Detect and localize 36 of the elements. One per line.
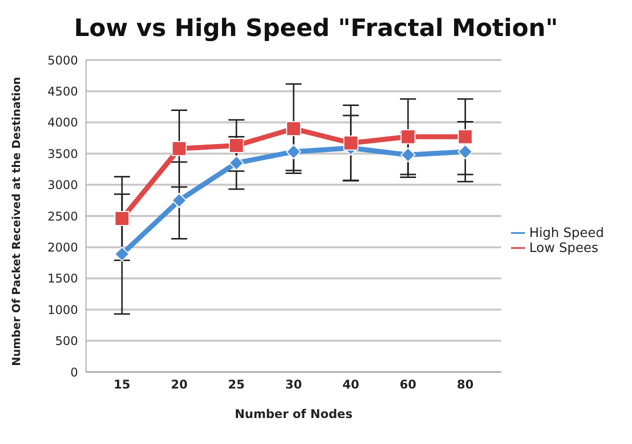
point [172, 192, 187, 208]
point [286, 121, 302, 136]
x-tick-label: 60 [400, 378, 416, 392]
point [228, 138, 244, 153]
point [172, 141, 187, 156]
point [343, 135, 358, 150]
y-tick-label: 2500 [47, 209, 78, 224]
x-tick-label: 20 [170, 378, 188, 392]
point [114, 246, 130, 262]
y-tick-label: 500 [55, 334, 78, 348]
x-tick-label: 25 [228, 378, 245, 392]
point [458, 144, 473, 160]
x-tick-label: 40 [342, 378, 360, 392]
y-tick-label: 4500 [47, 84, 78, 98]
x-tick-label: 30 [285, 378, 302, 392]
point [286, 144, 302, 160]
y-tick-label: 3500 [47, 146, 78, 161]
point [228, 155, 244, 170]
y-tick-label: 5000 [47, 53, 78, 68]
chart-title: Low vs High Speed "Fractal Motion" [72, 14, 560, 44]
x-axis-title: Number of Nodes [234, 407, 352, 421]
y-tick-label: 1000 [47, 302, 78, 317]
y-axis-title: Number Of Packet Received at the Destination [10, 76, 23, 366]
point [400, 147, 416, 162]
x-tick-label: 15 [114, 378, 130, 392]
x-tick-label: 80 [456, 378, 474, 392]
y-tick-label: 3000 [47, 178, 78, 192]
y-tick-label: 4000 [47, 116, 78, 130]
legend-label: Low Spees [529, 241, 598, 256]
point [458, 129, 473, 144]
point [114, 210, 130, 226]
y-tick-label: 0 [70, 365, 78, 380]
point [400, 129, 416, 144]
y-tick-label: 2000 [47, 240, 78, 254]
legend-label: High Speed [529, 226, 604, 241]
y-tick-label: 1500 [47, 272, 78, 286]
